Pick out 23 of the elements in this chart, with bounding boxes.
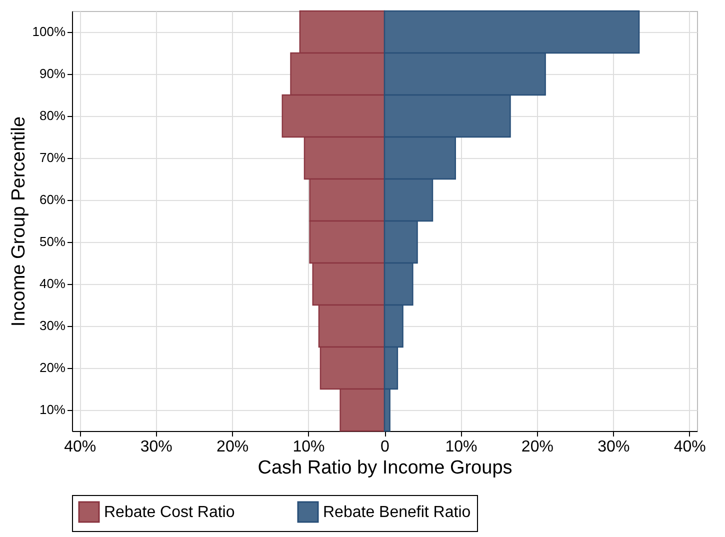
x-tick-label: 20% xyxy=(521,438,554,456)
x-tick-label: 10% xyxy=(292,438,325,456)
y-tick-label: 40% xyxy=(39,276,66,291)
y-tick-label: 20% xyxy=(39,360,66,375)
x-axis-title: Cash Ratio by Income Groups xyxy=(258,458,512,478)
y-tick-label: 90% xyxy=(39,66,66,81)
x-tick-label: 30% xyxy=(140,438,172,456)
y-tick-label: 60% xyxy=(39,192,66,207)
x-tick-label: 30% xyxy=(598,438,630,456)
y-tick-label: 50% xyxy=(39,234,66,249)
legend-label: Rebate Benefit Ratio xyxy=(323,504,471,521)
y-tick-label: 70% xyxy=(39,150,66,165)
y-tick-label: 100% xyxy=(32,24,66,39)
legend-label: Rebate Cost Ratio xyxy=(104,504,235,521)
y-axis-title: Income Group Percentile xyxy=(8,116,30,327)
x-tick-label: 40% xyxy=(64,438,96,456)
y-tick-label: 10% xyxy=(39,402,66,417)
y-tick-label: 80% xyxy=(39,108,66,123)
y-tick-label: 30% xyxy=(39,318,66,333)
x-tick-label: 0 xyxy=(380,438,390,456)
x-tick-label: 40% xyxy=(674,438,706,456)
x-tick-label: 20% xyxy=(216,438,249,456)
x-tick-label: 10% xyxy=(445,438,478,456)
